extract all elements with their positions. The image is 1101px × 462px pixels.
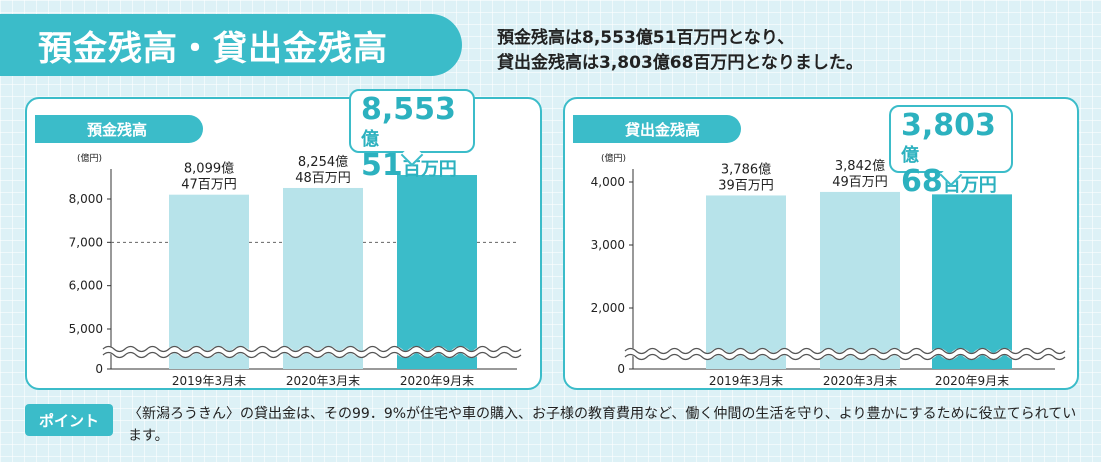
loans-category-label: 2020年3月末: [823, 374, 897, 388]
deposits-unit-label: (億円): [77, 152, 102, 164]
deposits-chart-title: 預金残高: [35, 115, 203, 143]
deposits-value-label: 47百万円: [181, 178, 237, 193]
point-label: ポイント: [25, 404, 113, 436]
deposits-value-label: 8,254億: [298, 154, 348, 170]
loans-unit-label: (億円): [601, 152, 626, 164]
summary-line-2: 貸出金残高は3,803億68百万円となりました。: [497, 53, 863, 73]
deposits-category-label: 2019年3月末: [172, 374, 246, 388]
deposits-bar-2: [283, 187, 363, 369]
deposits-category-label: 2020年3月末: [286, 374, 360, 388]
deposits-axis-break-line: [102, 345, 522, 353]
deposits-y-tick-label: 6,000: [69, 279, 103, 293]
loans-y-tick-label: 3,000: [591, 238, 625, 252]
summary-line-1: 預金残高は8,553億51百万円となり、: [497, 28, 795, 48]
loans-highlight-sub-unit: 百万円: [942, 175, 997, 196]
loans-bar-2: [820, 191, 900, 369]
loans-axis-break-band: [622, 348, 1068, 360]
deposits-value-label: 8,099億: [184, 161, 234, 177]
loans-bar-3: [932, 194, 1012, 369]
deposits-axis-break-band: [100, 346, 524, 358]
deposits-y-tick-label: 7,000: [69, 235, 103, 249]
loans-category-label: 2020年9月末: [935, 374, 1009, 388]
deposits-category-label: 2020年9月末: [400, 374, 474, 388]
loans-axis-break-line: [624, 353, 1066, 361]
loans-highlight-sub: 68: [901, 164, 943, 199]
deposits-chart-panel: (億円) 8,000 7,000 6,000 5,000 0 2019年3月末 8,099億 4…: [25, 89, 542, 390]
deposits-highlight-main-unit: 億: [361, 129, 379, 150]
loans-y-tick-label: 0: [617, 362, 625, 376]
deposits-bar-1: [169, 194, 249, 369]
loans-value-label: 3,786億: [721, 161, 771, 177]
deposits-y-tick-label: 5,000: [69, 322, 103, 336]
deposits-highlight-callout: 8,553億 51百万円: [349, 89, 475, 181]
loans-category-label: 2019年3月末: [709, 374, 783, 388]
loans-axis-break-line: [624, 347, 1066, 355]
deposits-y-tick-label: 0: [95, 362, 103, 376]
loans-value-label: 3,842億: [835, 158, 885, 174]
deposits-chart: (億円)8,0007,0006,0005,00002019年3月末8,099億4…: [69, 152, 524, 388]
summary-text: 預金残高は8,553億51百万円となり、 貸出金残高は3,803億68百万円とな…: [497, 26, 863, 76]
deposits-value-label: 48百万円: [295, 171, 351, 186]
loans-highlight-main-unit: 億: [901, 145, 919, 166]
point-text: 〈新潟ろうきん〉の貸出金は、その99．9%が住宅や車の購入、お子様の教育費用など…: [128, 406, 1077, 444]
deposits-y-tick-label: 8,000: [69, 192, 103, 206]
loans-y-tick-label: 2,000: [591, 301, 625, 315]
loans-chart-title: 貸出金残高: [573, 115, 741, 143]
deposits-bar-3: [397, 175, 477, 369]
deposits-highlight-main: 8,553: [361, 92, 456, 127]
loans-value-label: 39百万円: [718, 178, 774, 193]
loans-chart-panel: (億円) 4,000 3,000 2,000 0 2019年3月末 3,786億 39百万円 2…: [563, 97, 1079, 390]
loans-bar-1: [706, 195, 786, 369]
deposits-highlight-sub-unit: 百万円: [402, 159, 457, 180]
loans-y-tick-label: 4,000: [591, 175, 625, 189]
loans-highlight-main: 3,803: [901, 108, 996, 143]
loans-value-label: 49百万円: [832, 175, 888, 190]
page-title: 預金残高・貸出金残高: [0, 14, 462, 76]
deposits-axis-break-line: [102, 351, 522, 359]
deposits-highlight-sub: 51: [361, 148, 403, 183]
loans-highlight-callout: 3,803億 68百万円: [889, 105, 1013, 197]
